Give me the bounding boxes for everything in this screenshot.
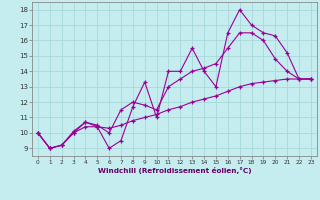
X-axis label: Windchill (Refroidissement éolien,°C): Windchill (Refroidissement éolien,°C) (98, 167, 251, 174)
